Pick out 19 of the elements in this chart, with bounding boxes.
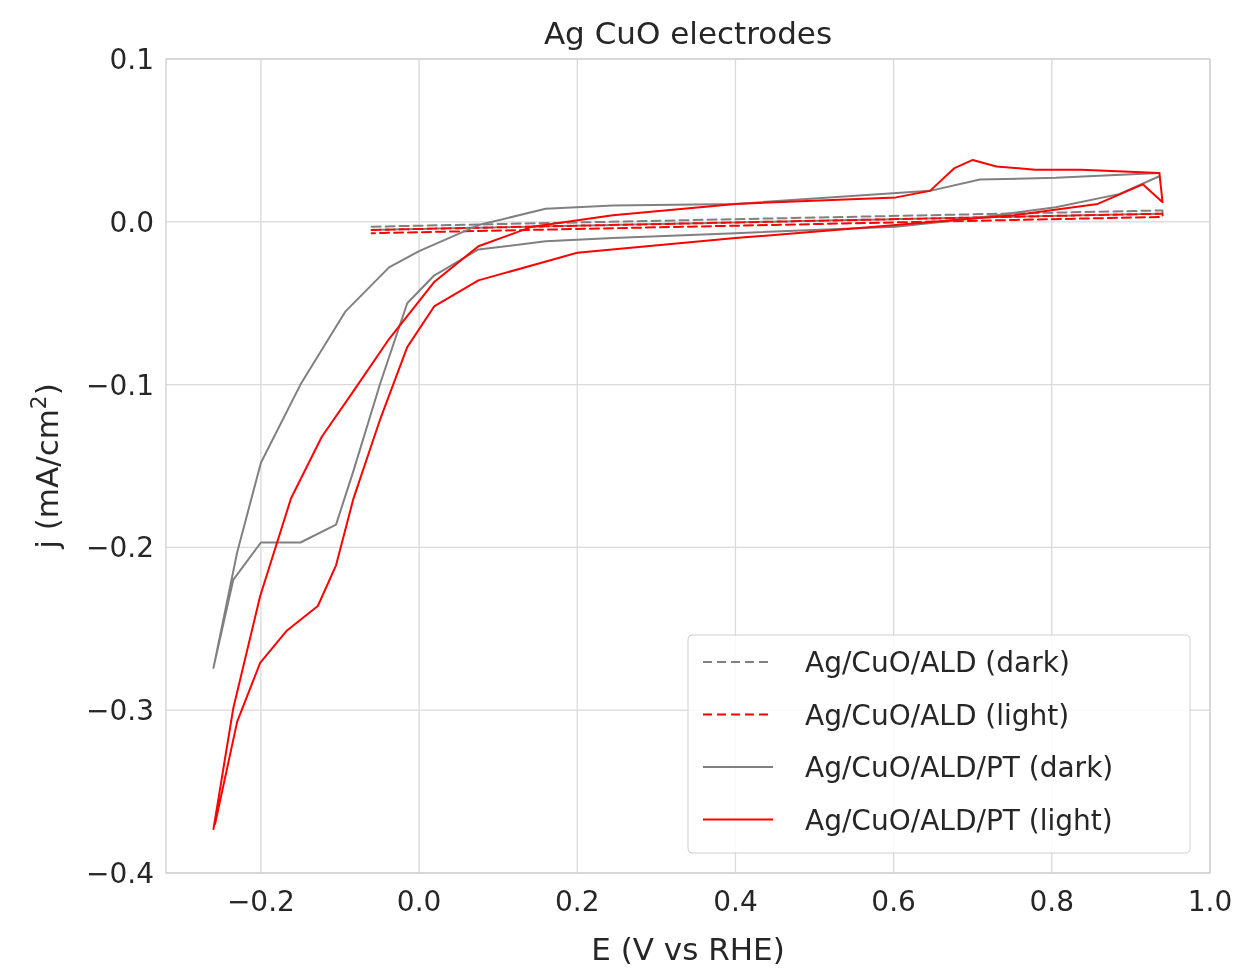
x-tick-label: 1.0: [1187, 885, 1233, 918]
x-axis-title: E (V vs RHE): [591, 931, 785, 967]
x-tick-label: 0.8: [1029, 885, 1075, 918]
y-tick-label: 0.1: [109, 43, 154, 76]
x-tick-label: 0.4: [713, 885, 758, 918]
chart-title: Ag CuO electrodes: [543, 15, 833, 51]
legend-label: Ag/CuO/ALD/PT (light): [805, 803, 1113, 837]
legend-label: Ag/CuO/ALD (light): [805, 698, 1070, 732]
legend-label: Ag/CuO/ALD (dark): [805, 646, 1070, 679]
x-tick-label: 0.2: [555, 885, 600, 918]
y-tick-label: 0.0: [109, 205, 154, 239]
x-tick-label: −0.2: [226, 885, 295, 918]
legend-label: Ag/CuO/ALD/PT (dark): [805, 751, 1114, 784]
y-tick-label: −0.2: [86, 531, 154, 565]
y-tick-label: −0.4: [86, 857, 154, 890]
y-tick-label: −0.1: [86, 368, 154, 402]
x-tick-label: 0.6: [871, 885, 916, 918]
y-tick-label: −0.3: [86, 694, 154, 728]
x-tick-label: 0.0: [396, 885, 442, 918]
